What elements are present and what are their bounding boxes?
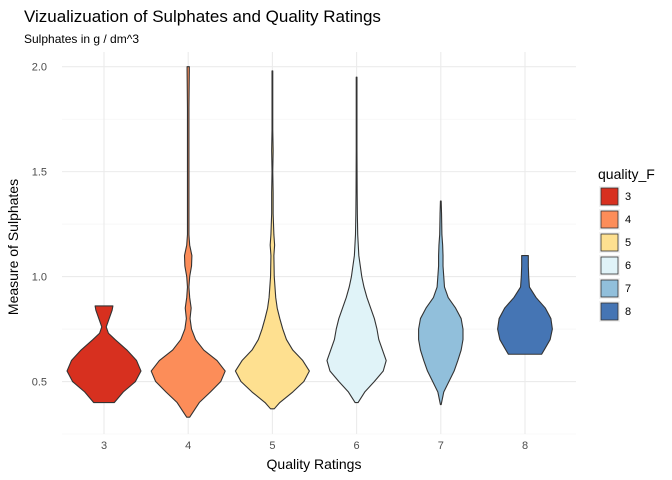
violin-quality-7 (418, 200, 464, 406)
y-tick-label: 0.5 (32, 377, 47, 389)
chart-title: Vizualizuation of Sulphates and Quality … (24, 7, 381, 26)
violin-quality-5 (234, 70, 310, 410)
x-tick-label: 8 (522, 440, 528, 452)
legend-swatch-8 (600, 302, 619, 321)
legend-label-8: 8 (625, 306, 631, 318)
x-axis-ticks: 3 4 5 6 7 8 (101, 440, 528, 452)
legend-swatch-6 (600, 256, 619, 275)
grid (62, 52, 576, 435)
legend-swatch-4 (600, 210, 619, 229)
legend-label-5: 5 (625, 237, 631, 249)
legend-title: quality_F (598, 166, 655, 182)
legend-label-3: 3 (625, 191, 631, 203)
legend-label-4: 4 (625, 214, 631, 226)
chart-subtitle: Sulphates in g / dm^3 (24, 32, 139, 46)
legend-label-7: 7 (625, 283, 631, 295)
violin-quality-6 (326, 76, 387, 404)
x-axis-label: Quality Ratings (267, 456, 362, 472)
legend-items: 3 4 5 6 7 8 (599, 186, 631, 322)
violin-quality-3 (66, 305, 142, 404)
y-tick-label: 1.0 (32, 272, 47, 284)
y-axis-ticks: 0.5 1.0 1.5 2.0 (32, 62, 47, 389)
legend-swatch-7 (600, 279, 619, 298)
y-tick-label: 1.5 (32, 167, 47, 179)
legend-swatch-3 (600, 187, 619, 206)
x-tick-label: 3 (101, 440, 107, 452)
legend-swatch-5 (600, 233, 619, 252)
y-tick-label: 2.0 (32, 62, 47, 74)
x-tick-label: 5 (269, 440, 275, 452)
violins (66, 66, 553, 418)
x-tick-label: 6 (354, 440, 360, 452)
legend-label-6: 6 (625, 260, 631, 272)
y-axis-label: Measure of Sulphates (5, 179, 21, 315)
legend: quality_F 3 4 5 6 7 8 (598, 166, 655, 322)
x-tick-label: 4 (185, 440, 191, 452)
x-tick-label: 7 (438, 440, 444, 452)
violin-quality-4 (150, 66, 226, 418)
violin-quality-8 (497, 255, 553, 355)
